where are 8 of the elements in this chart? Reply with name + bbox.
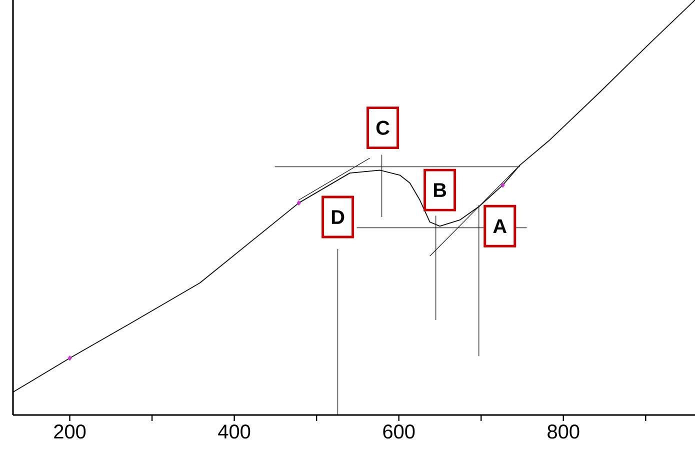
annotation: A <box>493 219 507 234</box>
x-tick-label: 200 <box>54 424 86 439</box>
x-tick-label: 600 <box>383 424 415 439</box>
x-tick-label: 800 <box>548 424 580 439</box>
annotation: B <box>434 183 446 197</box>
annotation: C <box>376 120 390 135</box>
x-tick-label: 400 <box>218 424 250 439</box>
annotation: D <box>332 210 344 224</box>
